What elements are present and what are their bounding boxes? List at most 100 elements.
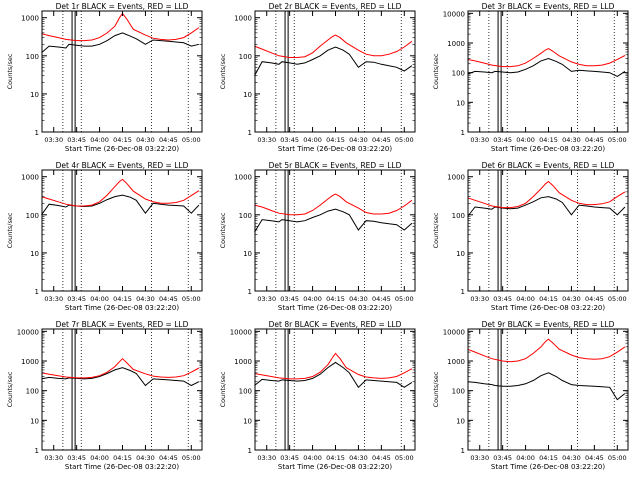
y-tick-label: 1 <box>248 447 252 455</box>
x-tick-label: 04:45 <box>159 454 178 462</box>
x-axis-label: Start Time (26-Dec-08 03:22:20) <box>491 304 605 312</box>
x-tick-label: 03:30 <box>470 136 489 144</box>
plot-frame <box>467 10 629 133</box>
series-line-events <box>254 46 413 76</box>
x-tick-label: 04:45 <box>585 454 604 462</box>
x-tick-label: 04:30 <box>562 136 581 144</box>
x-tick-label: 03:45 <box>67 454 86 462</box>
x-tick-label: 04:00 <box>90 136 109 144</box>
x-tick-label: 05:00 <box>608 454 627 462</box>
x-tick-label: 04:15 <box>113 454 132 462</box>
y-axis-label: Counts/sec <box>219 212 227 248</box>
y-tick-label: 1000 <box>21 358 39 366</box>
x-tick-label: 04:15 <box>326 454 345 462</box>
y-tick-label: 10 <box>243 250 252 258</box>
x-tick-label: 03:30 <box>257 295 276 303</box>
y-tick-label: 1 <box>248 129 252 137</box>
y-tick-label: 10 <box>243 417 252 425</box>
plot-frame <box>41 328 203 451</box>
x-tick-label: 04:30 <box>136 295 155 303</box>
x-tick-label: 05:00 <box>182 454 201 462</box>
y-tick-label: 100 <box>452 70 465 78</box>
series-line-events <box>41 32 200 54</box>
panel-title: Det 9r BLACK = Events, RED = LLD <box>482 320 615 329</box>
x-tick-label: 05:00 <box>608 136 627 144</box>
y-tick-label: 10 <box>30 417 39 425</box>
x-tick-label: 04:00 <box>303 454 322 462</box>
detector-panel-1: 1 10 100 1000 03:30 03:45 04:00 04:15 04:30 04:45… <box>6 2 203 153</box>
x-tick-label: 03:30 <box>470 454 489 462</box>
x-tick-label: 04:00 <box>516 295 535 303</box>
x-tick-label: 04:45 <box>372 136 391 144</box>
x-tick-label: 04:30 <box>136 136 155 144</box>
detector-panel-5: 1 10 100 1000 03:30 03:45 04:00 04:15 04:30 04:45… <box>219 161 416 312</box>
panel-title: Det 7r BLACK = Events, RED = LLD <box>56 320 189 329</box>
y-tick-label: 1 <box>35 288 39 296</box>
panel-title: Det 6r BLACK = Events, RED = LLD <box>482 161 615 170</box>
x-tick-label: 04:00 <box>516 136 535 144</box>
y-tick-label: 100 <box>239 212 252 220</box>
x-tick-label: 04:15 <box>539 136 558 144</box>
x-tick-label: 03:30 <box>470 295 489 303</box>
y-tick-label: 10000 <box>17 328 39 336</box>
panel-title: Det 8r BLACK = Events, RED = LLD <box>269 320 402 329</box>
panel-title: Det 4r BLACK = Events, RED = LLD <box>56 161 189 170</box>
series-line-lld <box>254 193 413 216</box>
y-axis-label: Counts/sec <box>219 53 227 89</box>
x-tick-label: 03:45 <box>280 295 299 303</box>
plot-frame <box>254 328 416 451</box>
x-axis-label: Start Time (26-Dec-08 03:22:20) <box>65 304 179 312</box>
y-tick-label: 10000 <box>230 328 252 336</box>
x-axis-label: Start Time (26-Dec-08 03:22:20) <box>491 145 605 153</box>
x-tick-label: 04:00 <box>303 295 322 303</box>
detector-panel-9: 1 10 100 1000 10000 03:30 03:45 04:00 04:15 04:30… <box>432 320 629 471</box>
x-axis-label: Start Time (26-Dec-08 03:22:20) <box>65 145 179 153</box>
x-tick-label: 05:00 <box>182 136 201 144</box>
y-tick-label: 10 <box>456 99 465 107</box>
y-tick-label: 10 <box>30 91 39 99</box>
plot-frame <box>41 169 203 292</box>
x-tick-label: 04:30 <box>562 295 581 303</box>
x-tick-label: 04:30 <box>349 454 368 462</box>
series-line-lld <box>467 338 626 363</box>
x-tick-label: 04:45 <box>159 295 178 303</box>
y-tick-label: 100 <box>26 53 39 61</box>
plot-frame <box>254 10 416 133</box>
x-tick-label: 05:00 <box>395 136 414 144</box>
x-tick-label: 03:45 <box>67 136 86 144</box>
x-tick-label: 03:45 <box>493 136 512 144</box>
y-tick-label: 10 <box>30 250 39 258</box>
panel-title: Det 5r BLACK = Events, RED = LLD <box>269 161 402 170</box>
y-tick-label: 100 <box>26 388 39 396</box>
series-line-lld <box>41 358 200 379</box>
x-tick-label: 04:45 <box>585 136 604 144</box>
series-line-events <box>467 196 626 217</box>
x-tick-label: 03:30 <box>44 295 63 303</box>
x-tick-label: 03:45 <box>493 454 512 462</box>
detector-panel-3: 1 10 100 1000 10000 03:30 03:45 04:00 04:15 04:30… <box>432 2 629 153</box>
x-axis-label: Start Time (26-Dec-08 03:22:20) <box>65 463 179 471</box>
detector-panel-2: 1 10 100 1000 03:30 03:45 04:00 04:15 04:30 04:45… <box>219 2 416 153</box>
x-tick-label: 04:30 <box>349 295 368 303</box>
x-tick-label: 04:00 <box>90 454 109 462</box>
panel-title: Det 3r BLACK = Events, RED = LLD <box>482 2 615 11</box>
x-tick-label: 04:15 <box>326 136 345 144</box>
x-tick-label: 04:15 <box>539 454 558 462</box>
x-tick-label: 04:45 <box>159 136 178 144</box>
x-tick-label: 05:00 <box>608 295 627 303</box>
x-axis-label: Start Time (26-Dec-08 03:22:20) <box>278 463 392 471</box>
y-tick-label: 1000 <box>447 358 465 366</box>
series-line-lld <box>41 12 200 42</box>
y-tick-label: 1 <box>35 447 39 455</box>
y-axis-label: Counts/sec <box>219 371 227 407</box>
detector-panel-8: 1 10 100 1000 10000 03:30 03:45 04:00 04:15 04:30… <box>219 320 416 471</box>
y-tick-label: 1000 <box>234 174 252 182</box>
plot-frame <box>467 169 629 292</box>
series-line-lld <box>467 180 626 209</box>
y-axis-label: Counts/sec <box>6 212 14 248</box>
series-line-events <box>41 194 200 216</box>
series-line-lld <box>467 48 626 68</box>
x-tick-label: 03:45 <box>280 454 299 462</box>
